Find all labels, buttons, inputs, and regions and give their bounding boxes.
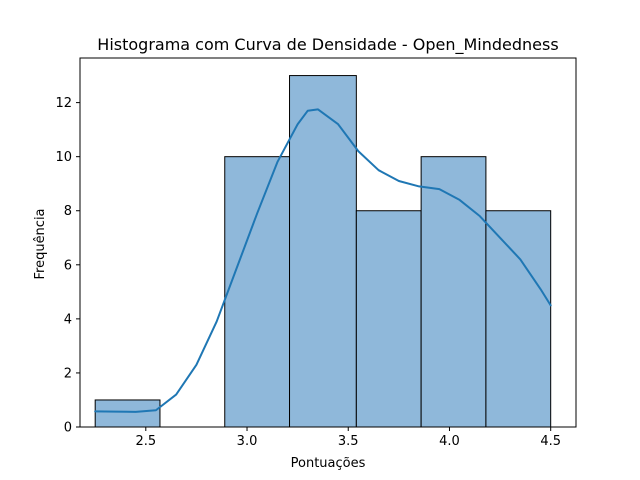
y-tick-label: 2 [64, 366, 72, 381]
y-tick-label: 12 [55, 96, 72, 111]
x-tick-label: 3.5 [338, 434, 359, 449]
histogram-bar [420, 156, 487, 428]
histogram-bar [485, 210, 552, 428]
x-tick-label: 2.5 [135, 434, 156, 449]
x-tick-label: 4.5 [540, 434, 561, 449]
x-ticks: 2.5 3.0 3.5 4.0 4.5 [135, 427, 561, 449]
axes-layer [79, 57, 577, 428]
density-curve [94, 108, 552, 413]
plot-frame [79, 57, 577, 428]
y-axis-label: Frequência [33, 208, 48, 279]
histogram-bar [355, 210, 422, 428]
density-curve-layer [94, 108, 552, 413]
y-tick-label: 8 [64, 204, 72, 219]
y-ticks: 0 2 4 6 8 10 12 [55, 96, 80, 436]
y-tick-label: 0 [64, 421, 72, 436]
y-tick-label: 10 [55, 150, 72, 165]
x-tick-label: 3.0 [237, 434, 258, 449]
histogram-bar [289, 75, 357, 428]
x-axis-label: Pontuações [291, 456, 366, 471]
histogram-bar [224, 156, 291, 428]
y-tick-label: 4 [64, 312, 72, 327]
x-tick-label: 4.0 [439, 434, 460, 449]
chart-title: Histograma com Curva de Densidade - Open… [97, 35, 558, 55]
y-tick-label: 6 [64, 258, 72, 273]
bars-layer [94, 75, 552, 428]
histogram-bar [94, 399, 161, 428]
